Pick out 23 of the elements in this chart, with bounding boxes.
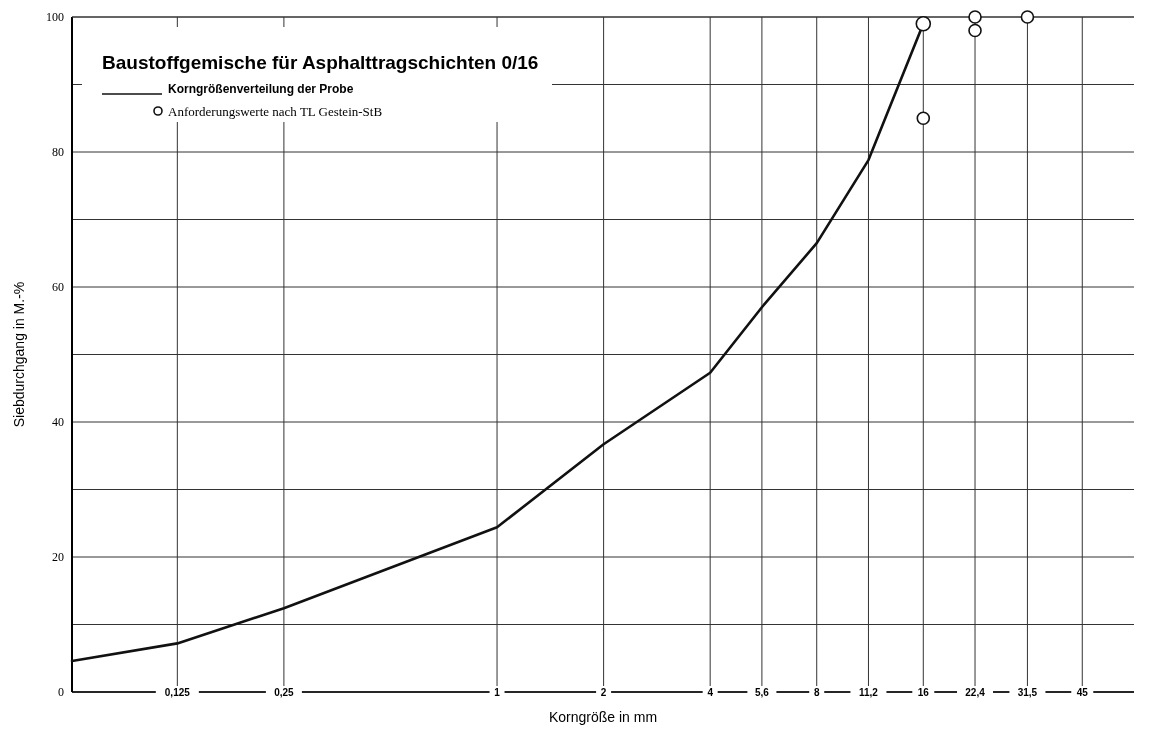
legend-label: Korngrößenverteilung der Probe bbox=[168, 82, 354, 97]
x-tick-label: 0,125 bbox=[164, 686, 191, 698]
x-tick-label: 8 bbox=[813, 686, 820, 698]
y-tick-label: 100 bbox=[46, 10, 64, 25]
y-axis-title: Siebdurchgang in M.-% bbox=[11, 281, 27, 428]
x-tick-label: 0,25 bbox=[274, 686, 295, 698]
x-tick-label: 5,6 bbox=[754, 686, 770, 698]
y-tick-label: 40 bbox=[52, 415, 64, 430]
x-tick-label: 45 bbox=[1076, 686, 1089, 698]
y-tick-label: 80 bbox=[52, 145, 64, 160]
x-tick-label: 16 bbox=[917, 686, 930, 698]
x-tick-label: 4 bbox=[707, 686, 714, 698]
y-tick-label: 60 bbox=[52, 280, 64, 295]
x-axis-title: Korngröße in mm bbox=[548, 709, 658, 725]
text: Baustoffgemische für Asphalttragschichten 0/16 bbox=[102, 52, 539, 73]
y-tick-label: 20 bbox=[52, 550, 64, 565]
x-tick-label: 31,5 bbox=[1017, 686, 1038, 698]
x-tick-label: 2 bbox=[600, 686, 607, 698]
x-tick-label: 1 bbox=[494, 686, 501, 698]
y-tick-label: 0 bbox=[58, 685, 64, 700]
legend-label: Anforderungswerte nach TL Gestein-StB bbox=[168, 103, 383, 119]
x-tick-label: 11,2 bbox=[859, 686, 879, 698]
x-tick-label: 22,4 bbox=[965, 686, 986, 698]
